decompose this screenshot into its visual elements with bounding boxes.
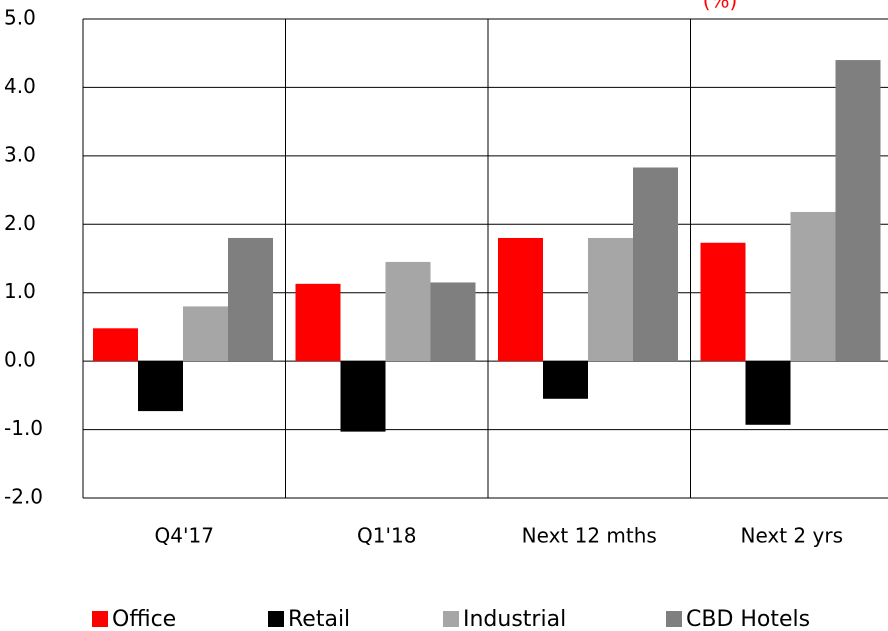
bar	[543, 361, 588, 399]
bar	[295, 283, 341, 362]
bar	[588, 237, 633, 362]
bar	[700, 242, 746, 362]
chart-title: (%)	[703, 0, 738, 13]
y-tick-label: -1.0	[4, 416, 43, 440]
y-tick-label: 1.0	[4, 279, 36, 303]
y-tick-label: 0.0	[4, 348, 36, 372]
bar	[93, 328, 138, 362]
bar	[498, 237, 543, 362]
bar	[430, 282, 476, 362]
legend-text: Office	[112, 607, 176, 631]
bar	[835, 60, 881, 362]
x-tick-label: Next 12 mths	[522, 524, 657, 548]
legend-text: Industrial	[463, 607, 566, 631]
bar	[745, 361, 791, 425]
legend-swatch	[268, 611, 284, 627]
bar	[228, 237, 273, 362]
bar	[790, 211, 836, 362]
x-tick-label: Q1'18	[357, 524, 416, 548]
y-tick-label: 5.0	[4, 6, 36, 30]
y-tick-label: 4.0	[4, 74, 36, 98]
bar	[138, 361, 183, 412]
x-tick-label: Q4'17	[155, 524, 214, 548]
y-tick-label: 2.0	[4, 211, 36, 235]
legend-swatch	[443, 611, 459, 627]
legend-swatch	[666, 611, 682, 627]
y-tick-label: 3.0	[4, 142, 36, 166]
bar	[340, 361, 386, 432]
y-tick-label: -2.0	[4, 485, 43, 509]
bar	[183, 306, 228, 362]
legend-text: Retail	[288, 607, 350, 631]
bar	[633, 167, 678, 362]
legend-swatch	[92, 611, 108, 627]
bar	[385, 261, 431, 362]
legend-text: CBD Hotels	[686, 607, 810, 631]
x-tick-label: Next 2 yrs	[740, 524, 843, 548]
